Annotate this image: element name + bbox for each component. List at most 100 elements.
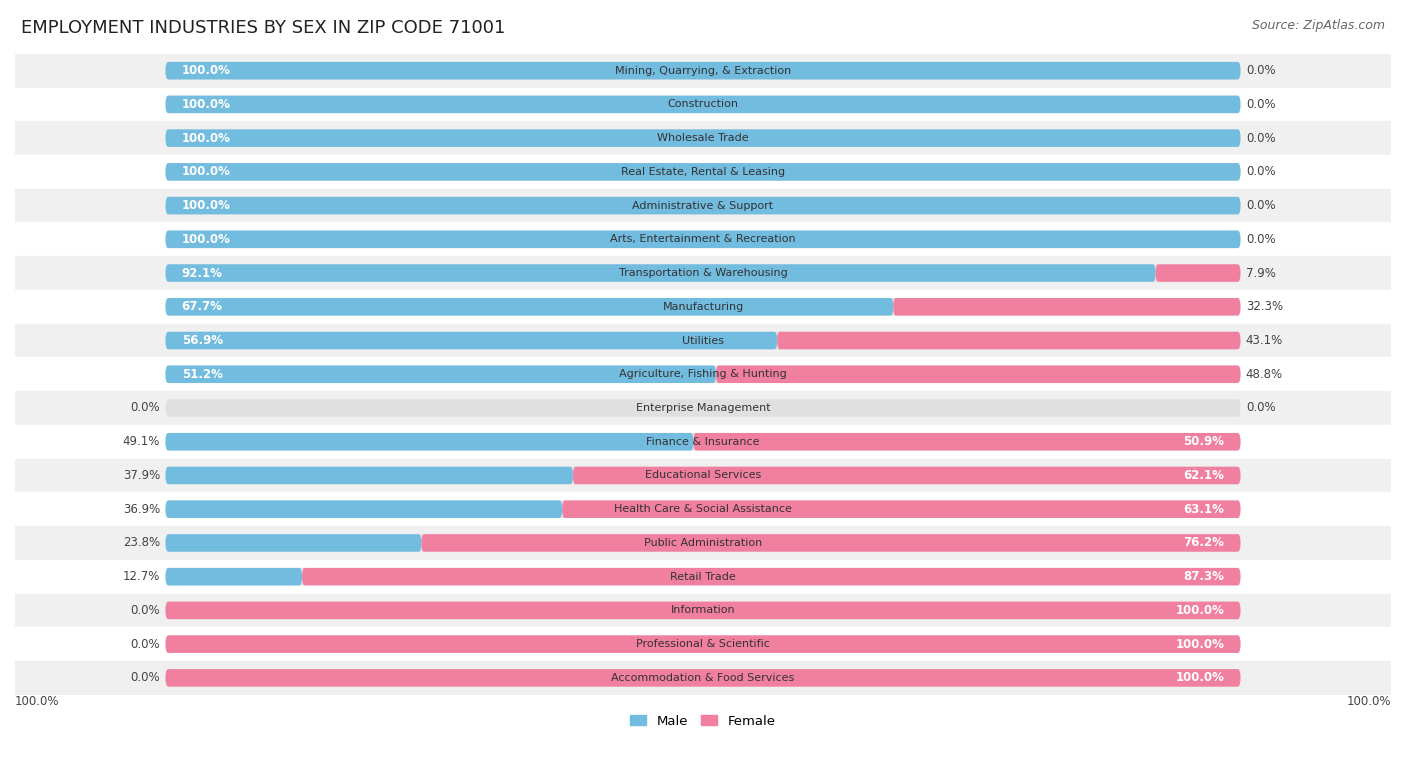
FancyBboxPatch shape [166, 601, 1240, 619]
FancyBboxPatch shape [166, 568, 1240, 585]
FancyBboxPatch shape [166, 332, 1240, 349]
Text: 76.2%: 76.2% [1184, 536, 1225, 549]
Text: Wholesale Trade: Wholesale Trade [657, 133, 749, 143]
FancyBboxPatch shape [778, 332, 1240, 349]
Bar [15, 358, 1391, 391]
Text: 92.1%: 92.1% [181, 267, 222, 279]
Text: Information: Information [671, 605, 735, 615]
Legend: Male, Female: Male, Female [626, 709, 780, 733]
Bar [15, 88, 1391, 121]
FancyBboxPatch shape [166, 433, 693, 451]
Text: 67.7%: 67.7% [181, 300, 222, 314]
Text: 100.0%: 100.0% [181, 233, 231, 246]
Bar [15, 425, 1391, 459]
FancyBboxPatch shape [166, 130, 1240, 147]
Bar [15, 594, 1391, 627]
FancyBboxPatch shape [893, 298, 1240, 316]
FancyBboxPatch shape [166, 95, 1240, 113]
Text: 0.0%: 0.0% [1246, 132, 1275, 144]
FancyBboxPatch shape [166, 399, 1240, 417]
FancyBboxPatch shape [166, 433, 1240, 451]
Text: Construction: Construction [668, 99, 738, 109]
Bar [15, 459, 1391, 492]
Text: Health Care & Social Assistance: Health Care & Social Assistance [614, 504, 792, 514]
Bar [15, 121, 1391, 155]
Text: 0.0%: 0.0% [131, 671, 160, 684]
Bar [15, 256, 1391, 290]
FancyBboxPatch shape [166, 601, 1240, 619]
Text: 7.9%: 7.9% [1246, 267, 1275, 279]
Text: 62.1%: 62.1% [1184, 469, 1225, 482]
Text: 100.0%: 100.0% [181, 64, 231, 77]
Text: 100.0%: 100.0% [181, 98, 231, 111]
Text: Educational Services: Educational Services [645, 470, 761, 480]
FancyBboxPatch shape [166, 466, 1240, 484]
Text: Accommodation & Food Services: Accommodation & Food Services [612, 673, 794, 683]
Text: 0.0%: 0.0% [131, 638, 160, 650]
Text: Transportation & Warehousing: Transportation & Warehousing [619, 268, 787, 278]
FancyBboxPatch shape [166, 669, 1240, 687]
Text: 32.3%: 32.3% [1246, 300, 1284, 314]
FancyBboxPatch shape [562, 501, 1240, 518]
Text: 43.1%: 43.1% [1246, 334, 1284, 347]
FancyBboxPatch shape [1156, 265, 1240, 282]
Text: 0.0%: 0.0% [1246, 165, 1275, 178]
FancyBboxPatch shape [166, 265, 1156, 282]
Text: Finance & Insurance: Finance & Insurance [647, 437, 759, 447]
FancyBboxPatch shape [166, 130, 1240, 147]
FancyBboxPatch shape [422, 534, 1240, 552]
FancyBboxPatch shape [716, 365, 1240, 383]
FancyBboxPatch shape [166, 501, 562, 518]
Text: Retail Trade: Retail Trade [671, 572, 735, 582]
Text: Real Estate, Rental & Leasing: Real Estate, Rental & Leasing [621, 167, 785, 177]
Text: 50.9%: 50.9% [1184, 435, 1225, 449]
FancyBboxPatch shape [166, 669, 1240, 687]
FancyBboxPatch shape [166, 365, 716, 383]
FancyBboxPatch shape [166, 230, 1240, 248]
Text: 0.0%: 0.0% [1246, 401, 1275, 414]
FancyBboxPatch shape [166, 332, 778, 349]
Text: 100.0%: 100.0% [181, 165, 231, 178]
FancyBboxPatch shape [166, 534, 1240, 552]
FancyBboxPatch shape [166, 163, 1240, 181]
Text: 51.2%: 51.2% [181, 368, 222, 381]
Text: Mining, Quarrying, & Extraction: Mining, Quarrying, & Extraction [614, 66, 792, 76]
FancyBboxPatch shape [166, 95, 1240, 113]
Text: 56.9%: 56.9% [181, 334, 222, 347]
Bar [15, 661, 1391, 695]
FancyBboxPatch shape [166, 62, 1240, 79]
Bar [15, 189, 1391, 223]
Text: 100.0%: 100.0% [15, 695, 59, 708]
FancyBboxPatch shape [166, 365, 1240, 383]
FancyBboxPatch shape [302, 568, 1240, 585]
Text: Source: ZipAtlas.com: Source: ZipAtlas.com [1251, 19, 1385, 33]
Text: 36.9%: 36.9% [122, 503, 160, 516]
FancyBboxPatch shape [572, 466, 1240, 484]
FancyBboxPatch shape [693, 433, 1240, 451]
FancyBboxPatch shape [166, 636, 1240, 653]
Bar [15, 559, 1391, 594]
Text: 100.0%: 100.0% [1347, 695, 1391, 708]
FancyBboxPatch shape [166, 501, 1240, 518]
Text: Arts, Entertainment & Recreation: Arts, Entertainment & Recreation [610, 234, 796, 244]
Bar [15, 155, 1391, 189]
Bar [15, 391, 1391, 425]
FancyBboxPatch shape [166, 163, 1240, 181]
Bar [15, 54, 1391, 88]
FancyBboxPatch shape [166, 197, 1240, 214]
Bar [15, 324, 1391, 358]
Text: 100.0%: 100.0% [181, 132, 231, 144]
Text: 0.0%: 0.0% [1246, 233, 1275, 246]
Text: 0.0%: 0.0% [1246, 199, 1275, 212]
Text: 23.8%: 23.8% [122, 536, 160, 549]
Text: 100.0%: 100.0% [1175, 604, 1225, 617]
Text: Enterprise Management: Enterprise Management [636, 403, 770, 413]
FancyBboxPatch shape [166, 466, 572, 484]
Bar [15, 290, 1391, 324]
Text: Utilities: Utilities [682, 335, 724, 345]
Text: 100.0%: 100.0% [1175, 638, 1225, 650]
Text: 87.3%: 87.3% [1184, 570, 1225, 584]
FancyBboxPatch shape [166, 265, 1240, 282]
Bar [15, 627, 1391, 661]
Text: 0.0%: 0.0% [131, 401, 160, 414]
